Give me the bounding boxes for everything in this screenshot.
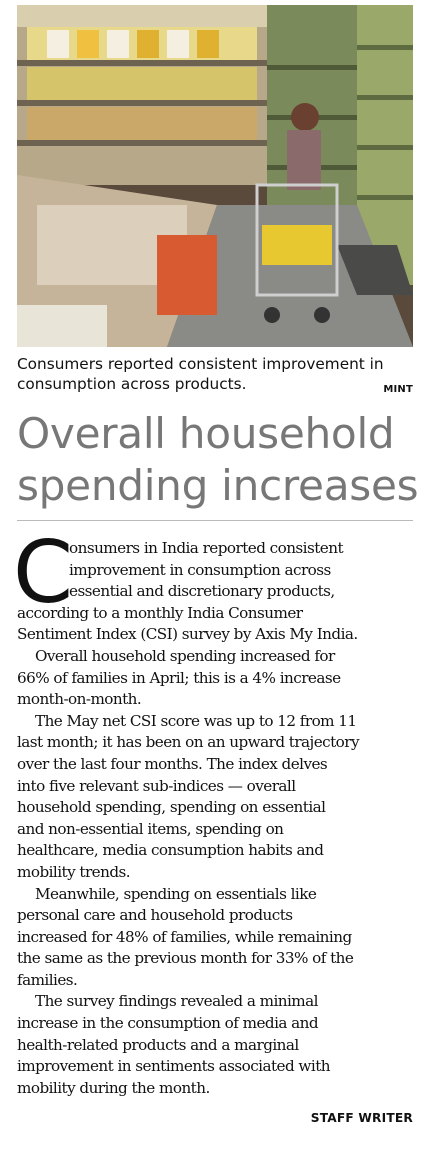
photo-caption: Consumers reported consistent improvemen…	[17, 354, 413, 394]
article-line: The survey findings revealed a minimal	[35, 992, 319, 1011]
article-line: increase in the consumption of media and	[17, 1014, 319, 1033]
article-line: personal care and household products	[17, 906, 293, 925]
article-line: improvement in consumption across	[69, 560, 331, 579]
article-line: health-related products and a marginal	[17, 1035, 299, 1054]
article-line: 66% of families in April; this is a 4% i…	[17, 668, 341, 687]
article-line: household spending, spending on essentia…	[17, 798, 326, 817]
article-line: Overall household spending increased for	[35, 646, 335, 665]
photo-credit: MINT	[383, 384, 413, 395]
divider	[17, 520, 413, 521]
article-line: last month; it has been on an upward tra…	[17, 733, 360, 752]
article-line: improvement in sentiments associated wit…	[17, 1057, 331, 1076]
article-line: and non-essential items, spending on	[17, 819, 284, 838]
drop-cap: C	[13, 523, 73, 623]
article-line: The May net CSI score was up to 12 from …	[35, 711, 357, 730]
article-line: mobility during the month.	[17, 1078, 210, 1097]
article-line: over the last four months. The index del…	[17, 754, 328, 773]
headline-line: Overall household	[17, 409, 395, 458]
article-body: C onsumers in India reported consistent …	[13, 530, 413, 1099]
article-photo	[17, 5, 413, 347]
article-line: Meanwhile, spending on essentials like	[35, 884, 317, 903]
headline-line: spending increases	[17, 461, 419, 510]
article-line: onsumers in India reported consistent	[69, 539, 344, 557]
caption-line: consumption across products.	[17, 375, 247, 393]
article-line: into five relevant sub-indices — overall	[17, 776, 296, 795]
supermarket-aisle-image	[17, 5, 413, 347]
article-line: increased for 48% of families, while rem…	[17, 927, 352, 946]
headline: Overall household spending increases	[17, 408, 427, 512]
caption-line: Consumers reported consistent improvemen…	[17, 355, 384, 373]
article-line: Sentiment Index (CSI) survey by Axis My …	[17, 625, 358, 644]
article-line: mobility trends.	[17, 862, 131, 881]
article-line: healthcare, media consumption habits and	[17, 841, 324, 860]
byline: STAFF WRITER	[310, 1111, 413, 1125]
article-line: families.	[17, 970, 78, 989]
article-line: according to a monthly India Consumer	[17, 603, 303, 622]
article-line: the same as the previous month for 33% o…	[17, 949, 354, 968]
article-line: essential and discretionary products,	[69, 582, 335, 601]
article-line: month-on-month.	[17, 690, 142, 709]
